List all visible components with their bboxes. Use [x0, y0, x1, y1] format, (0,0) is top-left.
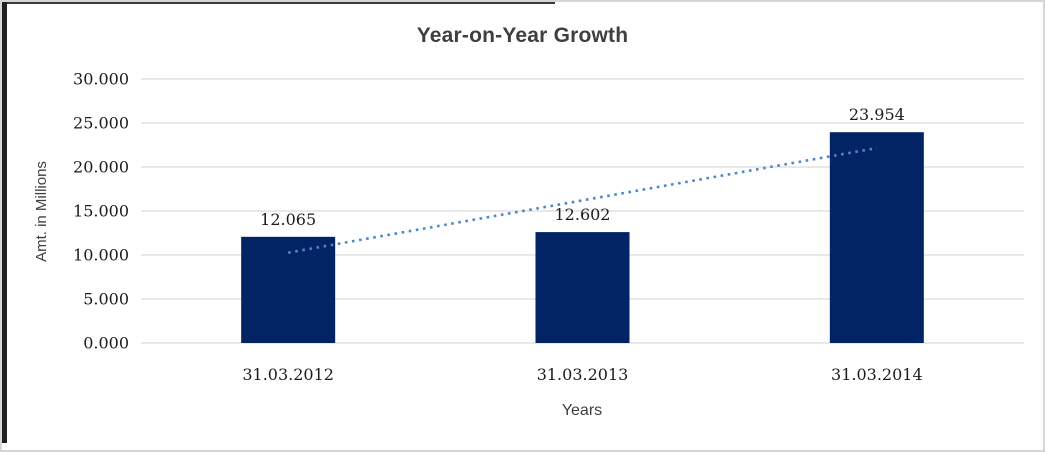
y-tick-label: 20.000	[73, 158, 129, 177]
bar-value-label: 23.954	[849, 105, 905, 124]
frame-border-left-dark	[2, 2, 7, 443]
bar-value-label: 12.602	[555, 205, 611, 224]
trendline	[287, 146, 878, 254]
y-tick-label: 25.000	[73, 114, 129, 133]
y-tick-label: 5.000	[83, 290, 129, 309]
x-axis-title: Years	[561, 402, 603, 419]
y-tick-label: 15.000	[73, 202, 129, 221]
y-tick-label: 0.000	[83, 334, 129, 353]
x-category-label: 31.03.2012	[242, 365, 334, 384]
bar	[535, 232, 630, 343]
bar	[829, 132, 924, 343]
chart-title: Year-on-Year Growth	[416, 24, 629, 47]
x-category-label: 31.03.2013	[537, 365, 629, 384]
y-tick-label: 10.000	[73, 246, 129, 265]
frame-border-top-dark	[2, 2, 555, 4]
bar	[241, 236, 336, 343]
x-category-label: 31.03.2014	[831, 365, 923, 384]
bar-value-label: 12.065	[260, 210, 316, 229]
y-tick-label: 30.000	[73, 70, 129, 89]
